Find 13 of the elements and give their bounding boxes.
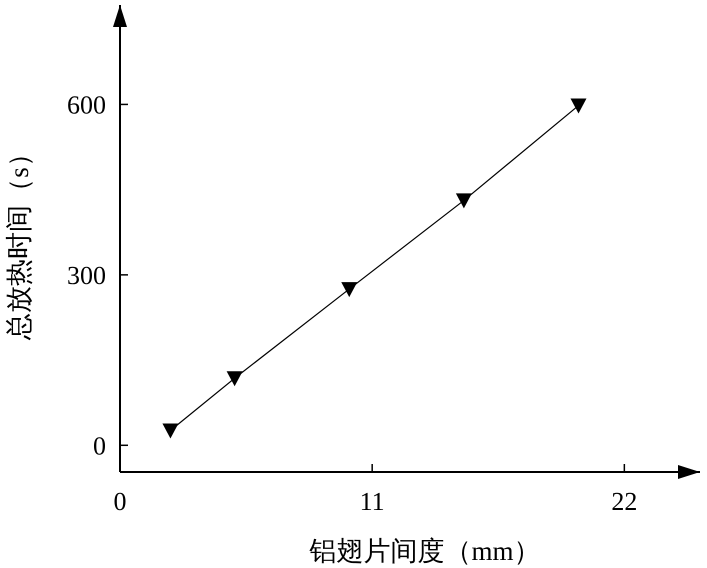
y-axis-title: 总放热时间（s） (4, 140, 34, 341)
y-tick-label: 600 (67, 90, 106, 120)
point (456, 193, 472, 208)
y-tick-label: 300 (67, 260, 106, 290)
point (341, 282, 358, 298)
x-tick-label: 0 (114, 487, 126, 516)
x-axis-title: 铝翅片间度（mm） (308, 536, 541, 566)
point (570, 98, 586, 114)
x-tick-label: 11 (360, 487, 385, 516)
x-tick-label: 22 (611, 487, 638, 516)
point (162, 424, 178, 439)
y-tick-label: 0 (93, 431, 106, 460)
point (226, 371, 243, 386)
